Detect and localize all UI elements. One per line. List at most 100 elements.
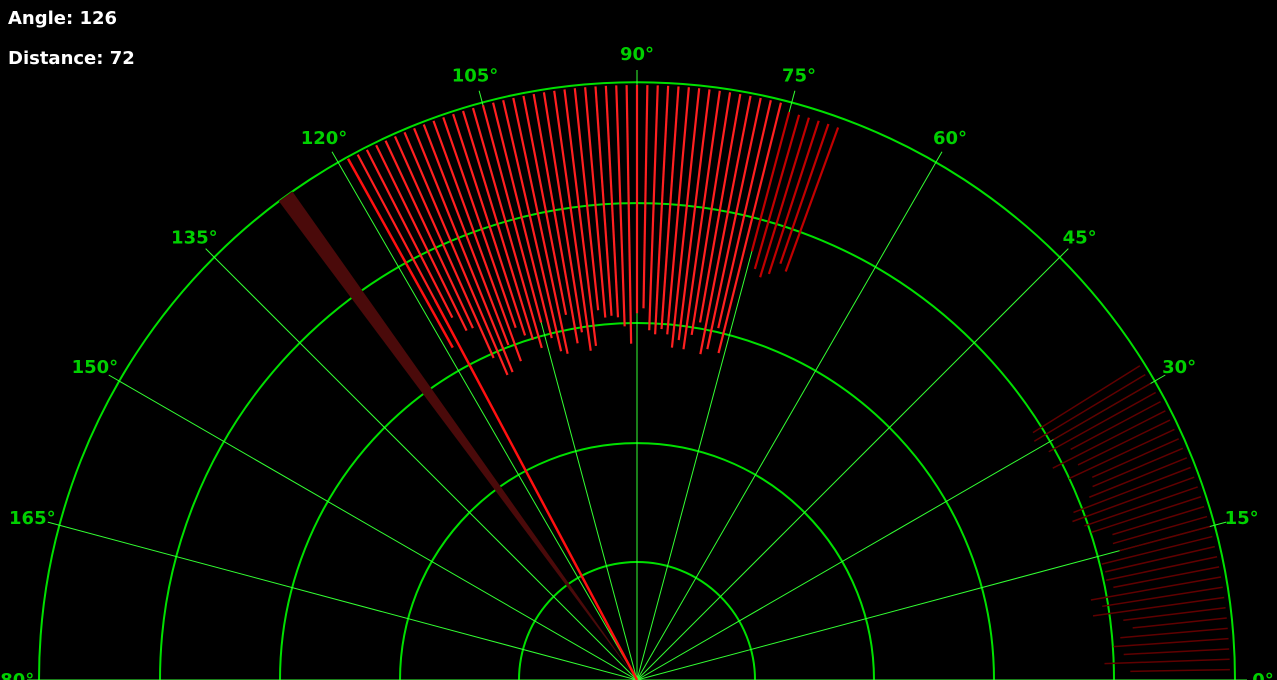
detection-line bbox=[784, 127, 840, 272]
detection-line bbox=[432, 120, 522, 362]
detection-line-far bbox=[1092, 447, 1184, 488]
detection-line-far bbox=[1092, 596, 1225, 617]
detection-line bbox=[452, 113, 527, 336]
detection-line-far bbox=[1106, 555, 1218, 582]
detection-line bbox=[584, 87, 607, 318]
detection-line-far bbox=[1101, 535, 1213, 565]
detection-line-far bbox=[1113, 637, 1229, 648]
detection-line bbox=[542, 92, 584, 333]
detection-line-far bbox=[1033, 373, 1146, 442]
detection-line bbox=[471, 107, 543, 349]
radial-line bbox=[636, 151, 943, 680]
detection-line-far bbox=[1104, 658, 1230, 665]
detection-line-far bbox=[1119, 525, 1210, 552]
radial-line bbox=[108, 374, 638, 680]
detection-line-far bbox=[1068, 428, 1175, 480]
detection-line bbox=[346, 158, 454, 349]
degree-label: 150° bbox=[72, 357, 119, 378]
degree-labels: 0° 15° 30° 45° 60° 75° 90° 105° 120° 135° 150° 165°… bbox=[0, 44, 1274, 680]
detection-line bbox=[670, 88, 701, 348]
detection-line bbox=[654, 85, 670, 335]
detection-line-far bbox=[1130, 668, 1230, 673]
detection-line bbox=[753, 114, 801, 270]
detection-line-far bbox=[1090, 576, 1222, 601]
distance-value: 72 bbox=[109, 48, 135, 69]
detection-line bbox=[698, 93, 742, 323]
degree-label: 105° bbox=[452, 65, 499, 86]
detection-line bbox=[512, 97, 569, 354]
detection-line bbox=[642, 85, 649, 309]
detection-line bbox=[384, 140, 474, 329]
radial-line bbox=[636, 248, 1069, 680]
detection-line-far bbox=[1091, 438, 1180, 478]
detection-line bbox=[502, 100, 563, 352]
detection-line-far bbox=[1077, 419, 1171, 466]
detection-line bbox=[759, 117, 810, 278]
detection-line-far bbox=[1052, 410, 1166, 469]
detection-line-far bbox=[1052, 382, 1151, 441]
angle-label: Angle: bbox=[8, 8, 74, 29]
detection-line bbox=[532, 93, 579, 344]
detection-line bbox=[615, 85, 626, 327]
detection-line bbox=[553, 90, 592, 351]
degree-label: 15° bbox=[1225, 508, 1259, 529]
degree-label: 180° bbox=[0, 670, 34, 680]
detection-line-far bbox=[1032, 365, 1141, 434]
detection-line bbox=[573, 88, 600, 311]
detection-line bbox=[491, 102, 553, 339]
detection-line bbox=[522, 95, 568, 316]
detection-line-far bbox=[1113, 566, 1220, 589]
detection-line-far bbox=[1123, 648, 1230, 656]
detection-line-far bbox=[1112, 505, 1205, 536]
distance-label: Distance: bbox=[8, 48, 104, 69]
detection-line bbox=[393, 135, 495, 359]
detection-line bbox=[779, 123, 830, 265]
detection-line bbox=[706, 97, 762, 350]
detection-line bbox=[690, 92, 732, 336]
distance-readout: Distance: 72 bbox=[8, 48, 135, 69]
detection-layer bbox=[346, 85, 1230, 673]
detection-line bbox=[442, 117, 517, 329]
detection-line-far bbox=[1102, 586, 1223, 608]
detection-line bbox=[461, 110, 535, 341]
detection-line-far bbox=[1070, 400, 1161, 451]
detection-line bbox=[413, 127, 514, 373]
detection-line bbox=[604, 85, 620, 318]
sweep-trail bbox=[278, 191, 637, 680]
detection-line-far bbox=[1123, 606, 1226, 622]
angle-value: 126 bbox=[79, 8, 118, 29]
detection-line-far bbox=[1132, 617, 1227, 629]
sweep-line bbox=[434, 299, 639, 680]
degree-label: 45° bbox=[1063, 227, 1097, 248]
detection-line-far bbox=[1105, 545, 1215, 573]
detection-line bbox=[422, 124, 510, 346]
detection-line-far bbox=[1089, 457, 1188, 498]
detection-line-far bbox=[1072, 476, 1195, 523]
radial-line bbox=[205, 248, 638, 680]
detection-line bbox=[481, 104, 543, 323]
detection-line bbox=[660, 86, 680, 330]
detection-line bbox=[375, 144, 468, 332]
detection-line bbox=[666, 87, 690, 335]
radial-line bbox=[331, 151, 638, 680]
detection-line-far bbox=[1090, 496, 1202, 534]
detection-line-far bbox=[1120, 627, 1228, 639]
degree-label: 135° bbox=[171, 227, 218, 248]
degree-label: 75° bbox=[782, 65, 816, 86]
detection-line bbox=[563, 89, 598, 347]
detection-line bbox=[717, 102, 783, 354]
detection-line bbox=[767, 120, 820, 275]
radial-line bbox=[47, 521, 638, 680]
detection-line bbox=[699, 95, 752, 355]
detection-line bbox=[750, 111, 791, 252]
detection-line bbox=[682, 90, 721, 350]
detection-line bbox=[403, 131, 509, 376]
sweep-layer bbox=[278, 191, 639, 680]
detection-line bbox=[594, 86, 613, 316]
degree-label: 0° bbox=[1252, 670, 1274, 680]
detection-line bbox=[625, 85, 633, 344]
detection-line bbox=[648, 85, 659, 331]
detection-line-far bbox=[1073, 466, 1191, 514]
detection-line bbox=[365, 149, 454, 319]
